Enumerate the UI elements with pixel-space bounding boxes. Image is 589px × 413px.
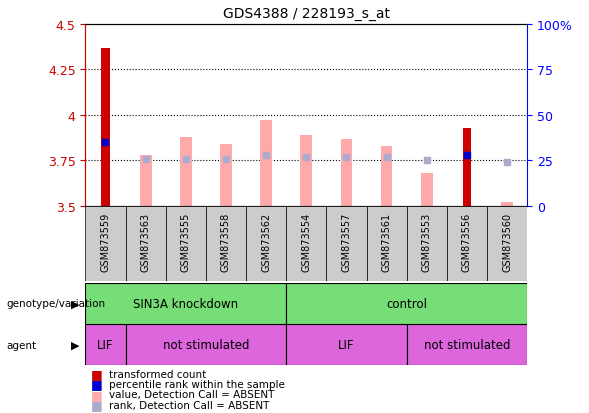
Text: ▶: ▶ [71, 340, 79, 350]
Text: ■: ■ [91, 377, 103, 391]
Text: GSM873557: GSM873557 [342, 213, 352, 272]
Text: transformed count: transformed count [109, 369, 206, 379]
Text: GSM873559: GSM873559 [101, 213, 111, 272]
Bar [101, 48, 110, 206]
Bar [286, 283, 527, 324]
Text: SIN3A knockdown: SIN3A knockdown [133, 297, 239, 310]
Bar [85, 206, 125, 281]
Text: GSM873553: GSM873553 [422, 213, 432, 272]
Text: value, Detection Call = ABSENT: value, Detection Call = ABSENT [109, 389, 274, 399]
Bar [366, 206, 406, 281]
Bar [166, 206, 206, 281]
Text: GSM873563: GSM873563 [141, 213, 151, 272]
Bar [286, 324, 406, 366]
Text: agent: agent [6, 340, 36, 350]
Bar [125, 206, 166, 281]
Text: percentile rank within the sample: percentile rank within the sample [109, 379, 285, 389]
Bar [447, 206, 487, 281]
Bar [326, 206, 366, 281]
Text: GSM873554: GSM873554 [302, 213, 311, 272]
Text: GSM873562: GSM873562 [261, 213, 271, 272]
Bar [180, 138, 191, 206]
Text: ■: ■ [91, 398, 103, 411]
Text: LIF: LIF [338, 338, 355, 351]
Text: GSM873560: GSM873560 [502, 213, 512, 272]
Bar [340, 139, 352, 206]
Bar [286, 206, 326, 281]
Bar [125, 324, 286, 366]
Text: control: control [386, 297, 427, 310]
Bar [421, 174, 433, 206]
Bar [260, 121, 272, 206]
Bar [406, 324, 527, 366]
Text: rank, Detection Call = ABSENT: rank, Detection Call = ABSENT [109, 400, 269, 410]
Text: GSM873561: GSM873561 [382, 213, 392, 272]
Bar [487, 206, 527, 281]
Bar [140, 156, 151, 206]
Bar [246, 206, 286, 281]
Text: not stimulated: not stimulated [163, 338, 249, 351]
Bar [206, 206, 246, 281]
Bar [85, 283, 286, 324]
Bar [300, 135, 312, 206]
Text: ▶: ▶ [71, 299, 79, 309]
Text: GSM873556: GSM873556 [462, 213, 472, 272]
Text: LIF: LIF [97, 338, 114, 351]
Text: not stimulated: not stimulated [423, 338, 510, 351]
Bar [220, 145, 232, 206]
Text: ■: ■ [91, 388, 103, 401]
Title: GDS4388 / 228193_s_at: GDS4388 / 228193_s_at [223, 7, 390, 21]
Text: genotype/variation: genotype/variation [6, 299, 105, 309]
Text: GSM873555: GSM873555 [181, 213, 191, 272]
Bar [406, 206, 447, 281]
Bar [463, 128, 471, 206]
Text: ■: ■ [91, 367, 103, 380]
Bar [380, 147, 392, 206]
Bar [85, 324, 125, 366]
Bar [501, 203, 513, 206]
Text: GSM873558: GSM873558 [221, 213, 231, 272]
